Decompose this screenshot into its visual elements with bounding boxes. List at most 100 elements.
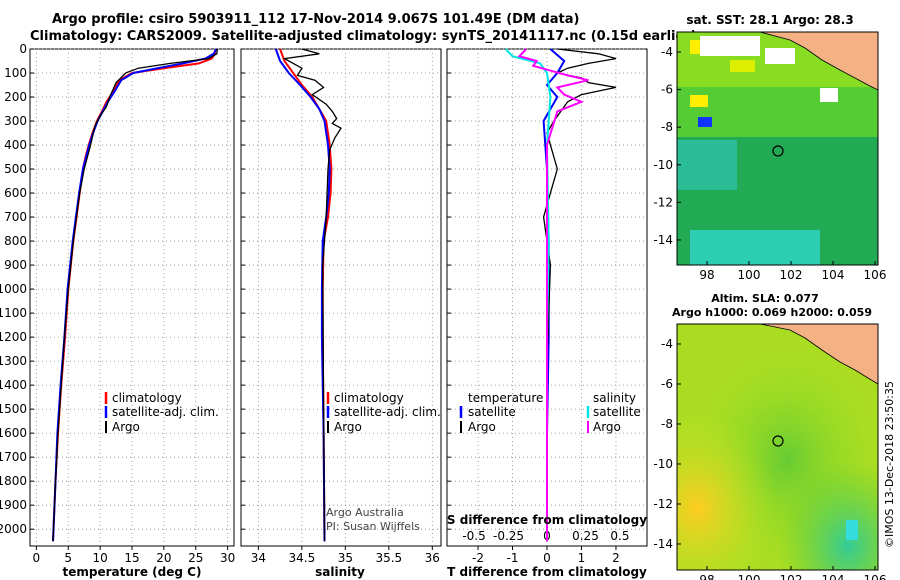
sst-map-axes: 98 100 102 104 106 -4 -6 -8 -10 -12 -14 xyxy=(653,45,886,282)
sla-field xyxy=(677,324,878,570)
sst-map-title: sat. SST: 28.1 Argo: 28.3 xyxy=(686,13,853,27)
map-y-tick-label: -14 xyxy=(653,233,673,247)
map-y-tick-label: -4 xyxy=(661,45,673,59)
legend-label-argo: Argo xyxy=(112,420,140,434)
salinity-xlabel: salinity xyxy=(315,565,365,579)
imos-credit: ©IMOS 13-Dec-2018 23:50:35 xyxy=(883,381,896,548)
legend-label-s-argo: Argo xyxy=(593,420,621,434)
y-tick-label: 300 xyxy=(4,114,27,128)
map-y-tick-label: -12 xyxy=(653,497,673,511)
x-tick-label: 10 xyxy=(92,551,107,565)
difference-chart: -2 -1 0 1 2-0.5 -0.25 0 0.25 0.5 xyxy=(447,48,647,565)
salinity-annotation-1: Argo Australia xyxy=(326,506,404,519)
x-tick-label-top: 0.5 xyxy=(610,529,629,543)
sla-map-axes: 98 100 102 104 106 -4 -6 -8 -10 -12 -14 xyxy=(653,337,886,580)
sla-argo-location-marker xyxy=(772,435,784,447)
map-x-tick-label: 102 xyxy=(780,268,803,282)
sla-map-frame xyxy=(676,323,879,571)
difference-legend-temperature: temperature satellite Argo xyxy=(459,391,543,434)
y-tick-label: 500 xyxy=(4,162,27,176)
salinity-chart: 34 34.5 35 35.5 36 xyxy=(241,48,441,565)
sst-cool-patch xyxy=(690,230,820,265)
y-tick-label: 1800 xyxy=(0,474,27,488)
x-tick-label: 20 xyxy=(156,551,171,565)
legend-title-temperature: temperature xyxy=(468,391,543,405)
difference-xlabel: T difference from climatology xyxy=(447,565,647,579)
x-tick-label: 15 xyxy=(124,551,139,565)
map-y-tick-label: -6 xyxy=(661,83,673,97)
sst-warm-patch xyxy=(690,95,708,107)
series-line-salinity-argo xyxy=(517,48,589,542)
y-tick-label: 1600 xyxy=(0,426,27,440)
difference-legend-salinity: salinity satellite Argo xyxy=(586,391,641,434)
y-tick-label: 1900 xyxy=(0,498,27,512)
sla-map-title-1: Altim. SLA: 0.077 xyxy=(711,292,818,305)
x-tick-label-top: -0.5 xyxy=(462,529,485,543)
map-y-tick-label: -14 xyxy=(653,537,673,551)
y-tick-label: 1400 xyxy=(0,378,27,392)
legend-label-s-satellite: satellite xyxy=(593,405,641,419)
x-tick-label: 35.5 xyxy=(375,551,402,565)
x-tick-label: 2 xyxy=(612,551,620,565)
sst-cloud-gap xyxy=(765,48,795,64)
y-tick-label: 600 xyxy=(4,186,27,200)
salinity-annotation-2: PI: Susan Wijffels xyxy=(326,520,420,533)
x-tick-label: -2 xyxy=(472,551,484,565)
header-line-2: Climatology: CARS2009. Satellite-adjuste… xyxy=(30,29,697,44)
sst-cool-patch xyxy=(677,140,737,190)
x-tick-label: 34 xyxy=(251,551,266,565)
header-line-1: Argo profile: csiro 5903911_112 17-Nov-2… xyxy=(52,12,580,27)
sst-argo-location-marker xyxy=(772,145,784,157)
x-tick-label-top: -0.25 xyxy=(493,529,524,543)
x-tick-label-top: 0.25 xyxy=(572,529,599,543)
sla-map-title-2: Argo h1000: 0.069 h2000: 0.059 xyxy=(672,306,872,319)
y-tick-label: 2000 xyxy=(0,522,27,536)
y-tick-label: 900 xyxy=(4,258,27,272)
x-tick-label: 36 xyxy=(425,551,440,565)
legend-label-satellite: satellite-adj. clim. xyxy=(112,405,219,419)
x-tick-label: 1 xyxy=(578,551,586,565)
y-tick-label: 1500 xyxy=(0,402,27,416)
y-tick-label: 1300 xyxy=(0,354,27,368)
y-tick-label: 1700 xyxy=(0,450,27,464)
sst-map-frame xyxy=(676,31,879,266)
sst-map: sat. SST: 28.1 Argo: 28.3 xyxy=(676,13,879,266)
map-y-tick-label: -12 xyxy=(653,195,673,209)
map-x-tick-label: 104 xyxy=(822,573,845,580)
map-x-tick-label: 100 xyxy=(738,573,761,580)
sla-map: Altim. SLA: 0.077 Argo h1000: 0.069 h200… xyxy=(672,292,879,571)
legend-label-t-argo: Argo xyxy=(468,420,496,434)
series-line-satellite-adj-clim- xyxy=(274,48,331,542)
series-line-temperature-argo xyxy=(542,48,617,542)
x-tick-label: 0 xyxy=(33,551,41,565)
sst-cloud-gap xyxy=(700,36,760,56)
x-tick-label: 34.5 xyxy=(289,551,316,565)
x-tick-label: 30 xyxy=(220,551,235,565)
x-tick-label: -1 xyxy=(507,551,519,565)
sst-blue-pixels xyxy=(698,117,712,127)
y-tick-label: 400 xyxy=(4,138,27,152)
legend-label-satellite: satellite-adj. clim. xyxy=(334,405,441,419)
y-tick-label: 700 xyxy=(4,210,27,224)
map-x-tick-label: 106 xyxy=(864,268,887,282)
salinity-panel-frame xyxy=(240,48,442,547)
legend-label-climatology: climatology xyxy=(334,391,404,405)
x-tick-label: 35 xyxy=(338,551,353,565)
x-tick-label: 5 xyxy=(64,551,72,565)
series-line-argo xyxy=(282,48,342,542)
map-x-tick-label: 102 xyxy=(780,573,803,580)
y-tick-label: 1000 xyxy=(0,282,27,296)
temperature-legend: climatology satellite-adj. clim. Argo xyxy=(104,391,219,434)
map-y-tick-label: -10 xyxy=(653,457,673,471)
y-tick-label: 1200 xyxy=(0,330,27,344)
series-line-temperature-satellite xyxy=(542,48,566,542)
map-x-tick-label: 106 xyxy=(864,573,887,580)
y-tick-label: 0 xyxy=(19,42,27,56)
y-tick-label: 1100 xyxy=(0,306,27,320)
map-y-tick-label: -10 xyxy=(653,158,673,172)
x-tick-label: 25 xyxy=(188,551,203,565)
sla-cyan-patch xyxy=(846,520,858,540)
difference-xlabel-top: S difference from climatology xyxy=(447,513,647,527)
